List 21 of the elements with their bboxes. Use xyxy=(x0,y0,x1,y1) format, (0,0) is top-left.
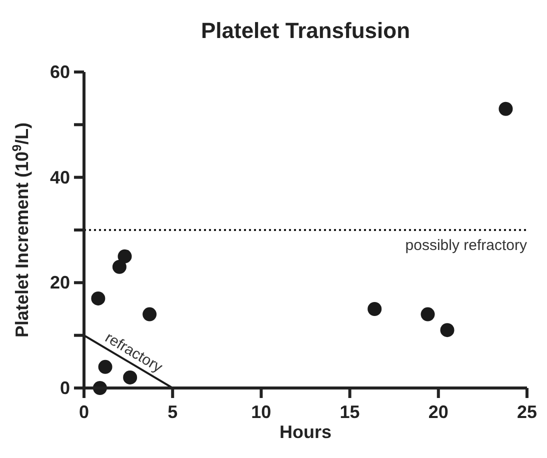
y-tick-label: 40 xyxy=(50,167,70,188)
y-tick-label: 0 xyxy=(60,378,70,398)
point xyxy=(440,323,454,338)
point xyxy=(420,307,435,322)
x-tick-label: 15 xyxy=(340,402,360,422)
x-tick-label: 0 xyxy=(78,402,90,422)
point xyxy=(118,249,132,264)
chart-title: Platelet Transfusion xyxy=(200,18,410,43)
x-tick-label: 5 xyxy=(168,402,178,422)
point xyxy=(368,302,382,316)
point xyxy=(498,102,513,116)
y-tick-label: 60 xyxy=(50,62,70,82)
y-tick-label: 20 xyxy=(50,272,70,293)
point xyxy=(91,291,106,306)
point xyxy=(142,307,157,322)
x-tick-label: 10 xyxy=(251,402,272,422)
point xyxy=(112,260,126,274)
x-tick-label: 20 xyxy=(428,402,448,422)
x-axis-title: Hours xyxy=(279,422,332,442)
x-tick-label: 25 xyxy=(516,402,538,422)
ref-line-label: possibly refractory xyxy=(405,237,528,254)
